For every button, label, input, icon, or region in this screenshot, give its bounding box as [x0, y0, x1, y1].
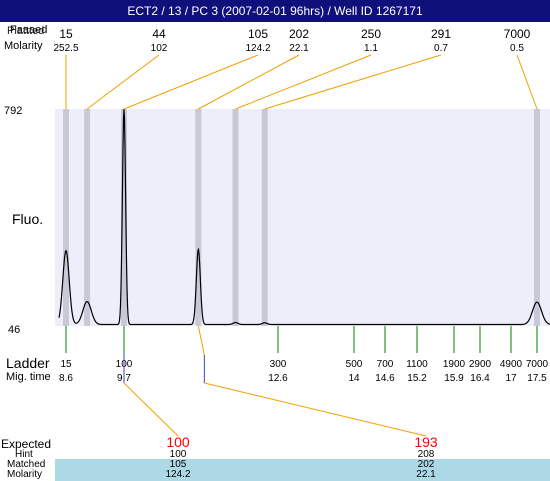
peak-marker-5	[232, 109, 239, 326]
fluorescence-trace	[58, 108, 550, 326]
peak-connector-4	[198, 54, 300, 110]
ladder-time-label-1: 8.6	[59, 373, 73, 384]
plot-area	[55, 109, 550, 326]
expected-connector-1	[123, 382, 179, 437]
expected-value-2: 193	[414, 434, 438, 450]
hint-value-2: 208	[417, 449, 435, 460]
ladder-size-label-5: 700	[377, 359, 394, 370]
migtime-label: Mig. time	[6, 371, 51, 383]
peak-marker-4	[195, 109, 202, 326]
peak-connector-5	[235, 54, 372, 110]
peak-connector-3	[123, 54, 259, 110]
chart-title: ECT2 / 13 / PC 3 (2007-02-01 96hrs) / We…	[0, 0, 550, 22]
peak-molarity-label-2: 102	[151, 43, 168, 54]
peak-size-label-5: 250	[361, 27, 381, 41]
ladder-time-label-4: 14	[348, 373, 360, 384]
peak-marker-1	[63, 109, 69, 326]
peak-size-label-3: 105	[248, 27, 268, 41]
peak-molarity-label-3: 124.2	[245, 43, 270, 54]
peak-connector-7	[516, 54, 538, 110]
peak-size-label-1: 15	[59, 27, 73, 41]
ladder-size-label-10: 7000	[526, 359, 549, 370]
ladder-time-label-6: 15.2	[407, 373, 427, 384]
matched-label: Matched	[7, 459, 46, 470]
peak-marker-6	[261, 109, 268, 326]
molarity-row-label: Molarity	[7, 469, 43, 480]
peak-connector-6	[264, 54, 442, 110]
ladder-size-label-7: 1900	[443, 359, 466, 370]
peak-molarity-label-7: 0.5	[510, 43, 524, 54]
y-max-label: 792	[4, 105, 23, 117]
ladder-time-label-9: 17	[505, 373, 517, 384]
molarity-value-1: 124.2	[165, 469, 191, 480]
peak-size-label-7: 7000	[504, 27, 531, 41]
peak-size-label-6: 291	[431, 27, 451, 41]
ladder-time-label-10: 17.5	[527, 373, 547, 384]
y-min-label: 46	[8, 324, 21, 336]
hint-value-1: 100	[169, 449, 187, 460]
peak-marker-2	[84, 109, 91, 326]
y-axis-label: Fluo.	[12, 211, 44, 227]
ladder-time-label-7: 15.9	[444, 373, 464, 384]
peak-molarity-label-6: 0.7	[434, 43, 448, 54]
molarity-value-2: 22.1	[416, 469, 436, 480]
matched-value-2: 202	[417, 459, 435, 470]
ladder-size-label-4: 500	[346, 359, 363, 370]
ladder-size-label-8: 2900	[469, 359, 492, 370]
ladder-time-label-5: 14.6	[375, 373, 395, 384]
ladder-size-label-1: 15	[60, 359, 72, 370]
matched-value-1: 105	[169, 459, 187, 470]
ladder-time-label-8: 16.4	[470, 373, 490, 384]
ladder-label: Ladder	[6, 355, 50, 371]
molarity-header: Molarity	[4, 40, 43, 52]
peak-molarity-label-5: 1.1	[364, 43, 378, 54]
ladder-size-label-9: 4900	[500, 359, 523, 370]
peak-marker-3	[121, 109, 127, 326]
expected-connector-2	[204, 382, 427, 437]
molarity-band	[55, 470, 550, 481]
ladder-time-label-3: 12.6	[268, 373, 288, 384]
ladder-size-label-3: 300	[270, 359, 287, 370]
peak-size-label-2: 44	[152, 27, 166, 41]
expected-value-1: 100	[166, 434, 190, 450]
overlap-label-b: Plattted	[7, 25, 45, 37]
expected-label: Expected	[1, 437, 52, 451]
ladder-size-label-6: 1100	[406, 359, 428, 370]
peak-connector-2	[86, 54, 160, 110]
peak-molarity-label-4: 22.1	[289, 43, 309, 54]
hint-label: Hint	[15, 449, 33, 460]
peak-molarity-label-1: 252.5	[53, 43, 78, 54]
peak-marker-7	[534, 109, 540, 326]
overlap-label-a: Faaaed	[10, 24, 48, 36]
peak-size-label-4: 202	[289, 27, 309, 41]
expected-connector-2a	[197, 325, 205, 356]
matched-band	[55, 459, 550, 470]
